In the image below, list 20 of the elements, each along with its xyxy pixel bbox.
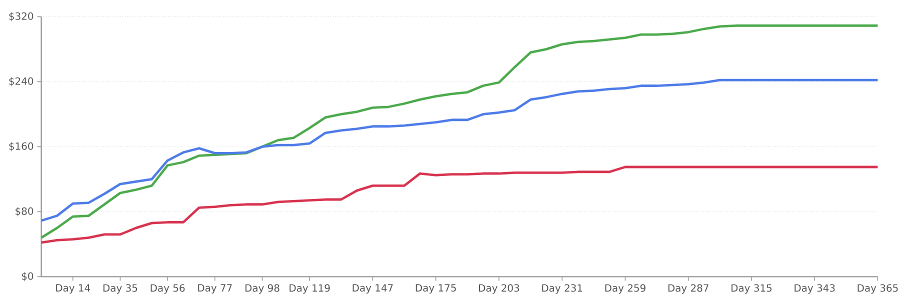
- x-tick-label: Day 203: [479, 284, 520, 294]
- x-tick-label: Day 98: [245, 284, 280, 294]
- x-tick-label: Day 14: [56, 284, 90, 294]
- x-tick-label: Day 365: [858, 284, 898, 294]
- y-tick-label: $240: [9, 77, 34, 86]
- x-tick-label: Day 35: [103, 284, 138, 294]
- y-tick-label: $160: [9, 142, 34, 152]
- x-tick-label: Day 287: [668, 284, 708, 294]
- x-tick-label: Day 147: [352, 284, 393, 294]
- x-tick-label: Day 259: [605, 284, 646, 294]
- x-tick-label: Day 343: [794, 284, 835, 294]
- x-tick-label: Day 119: [290, 284, 330, 294]
- y-tick-label: $80: [16, 207, 34, 216]
- x-tick-label: Day 77: [198, 284, 232, 294]
- x-tick-label: Day 315: [732, 284, 772, 294]
- y-tick-label: $0: [22, 272, 34, 282]
- x-tick-label: Day 56: [150, 284, 185, 294]
- x-tick-label: Day 231: [542, 284, 582, 294]
- y-tick-label: $320: [9, 12, 34, 22]
- x-tick-label: Day 175: [416, 284, 456, 294]
